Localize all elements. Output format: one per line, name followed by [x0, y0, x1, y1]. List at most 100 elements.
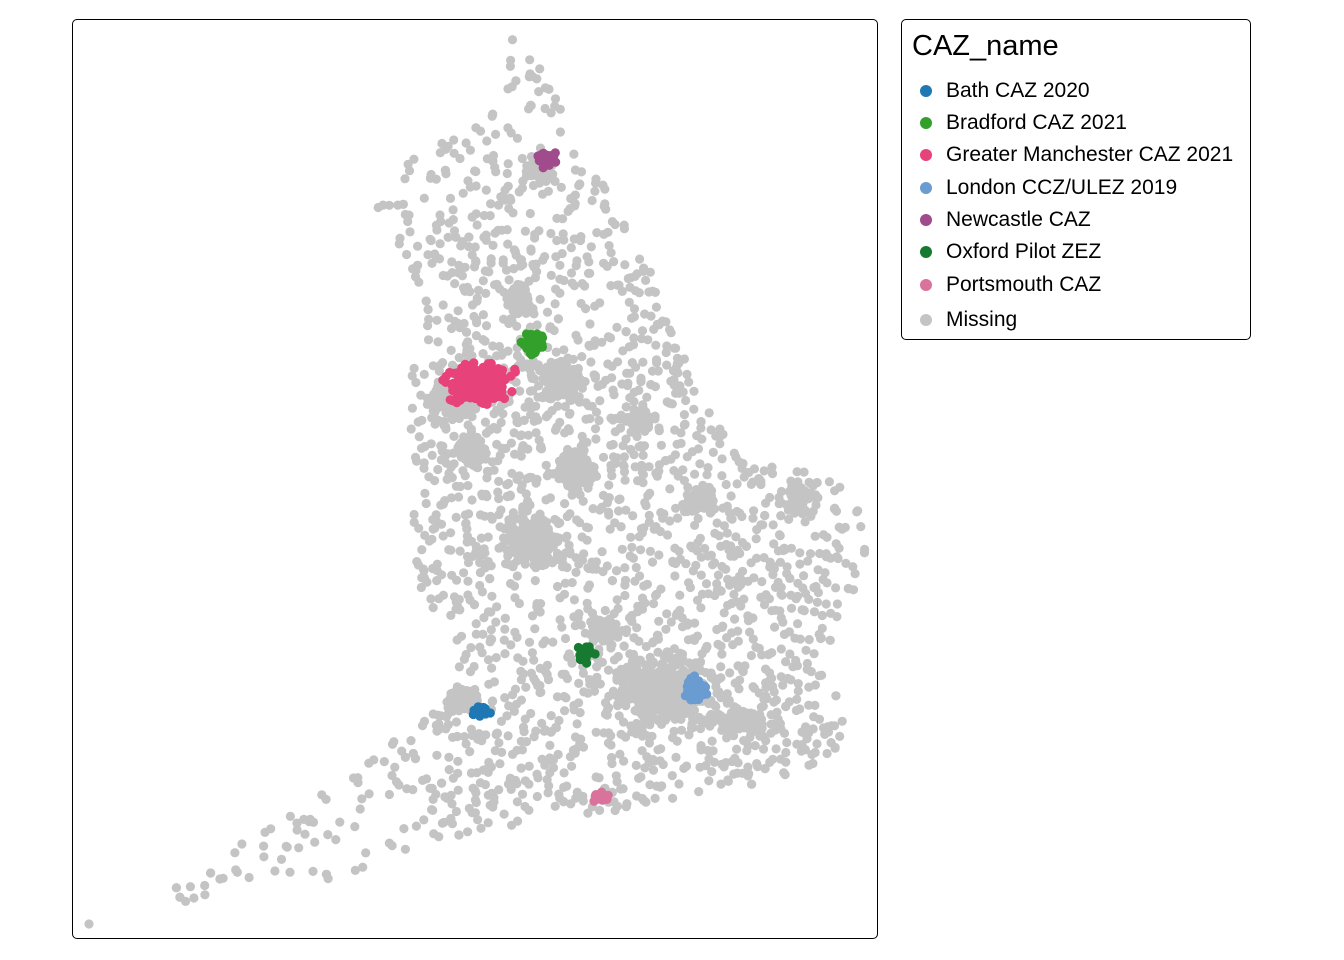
missing-point: [555, 615, 565, 625]
missing-point: [519, 305, 529, 316]
missing-point: [486, 199, 496, 209]
missing-point: [517, 789, 528, 799]
missing-point: [509, 528, 519, 539]
missing-point: [749, 506, 759, 516]
map-panel: [72, 19, 878, 939]
missing-point: [609, 257, 619, 267]
missing-point: [475, 642, 485, 652]
missing-point: [400, 174, 410, 184]
missing-point: [353, 773, 363, 783]
missing-point: [504, 701, 514, 711]
missing-point: [529, 530, 539, 540]
missing-point: [701, 579, 712, 589]
missing-point: [570, 190, 580, 200]
zone-point: [469, 368, 479, 378]
missing-point: [451, 717, 461, 727]
missing-point: [710, 590, 720, 601]
missing-point: [569, 379, 579, 390]
missing-point: [463, 176, 473, 186]
missing-point: [612, 595, 622, 605]
missing-point: [531, 428, 541, 438]
missing-point: [769, 539, 779, 549]
missing-point: [653, 667, 664, 677]
missing-point: [795, 548, 805, 558]
missing-point: [830, 486, 840, 496]
legend-swatch: [920, 182, 932, 194]
missing-point: [821, 552, 831, 562]
missing-point: [771, 744, 781, 754]
missing-point: [506, 579, 516, 589]
missing-point: [675, 659, 686, 669]
missing-point: [509, 264, 519, 274]
missing-point: [454, 260, 464, 270]
missing-point: [513, 293, 523, 303]
missing-point: [800, 517, 810, 527]
missing-point: [579, 549, 589, 559]
missing-point: [521, 291, 531, 301]
missing-point: [423, 335, 434, 345]
missing-point: [449, 148, 459, 158]
missing-point: [524, 779, 534, 789]
missing-point: [783, 673, 793, 684]
missing-point: [488, 696, 498, 706]
missing-point: [591, 727, 601, 737]
missing-point: [669, 726, 679, 736]
missing-point: [552, 235, 562, 246]
missing-point: [433, 337, 443, 347]
missing-point: [717, 649, 727, 659]
missing-point: [414, 432, 424, 442]
missing-point: [505, 193, 515, 203]
missing-point: [577, 352, 587, 362]
missing-point: [670, 571, 680, 581]
missing-point: [520, 801, 530, 812]
missing-point: [591, 772, 601, 782]
missing-point: [810, 531, 820, 541]
missing-point: [560, 706, 570, 716]
missing-point: [545, 322, 555, 332]
legend-item: Greater Manchester CAZ 2021: [902, 140, 1250, 170]
missing-point: [753, 762, 763, 772]
missing-point: [409, 363, 419, 373]
missing-point: [292, 825, 302, 835]
missing-point: [469, 600, 479, 610]
missing-point: [671, 752, 681, 763]
missing-point: [431, 174, 441, 184]
missing-point: [598, 567, 608, 577]
missing-point: [619, 641, 629, 651]
missing-point: [603, 738, 614, 748]
missing-point: [266, 824, 276, 834]
missing-point: [665, 325, 675, 335]
missing-point: [553, 518, 564, 529]
missing-point: [634, 385, 644, 395]
missing-point: [449, 459, 459, 469]
missing-point: [665, 398, 675, 408]
missing-point: [621, 505, 631, 515]
missing-point: [530, 233, 540, 243]
missing-point: [810, 680, 821, 690]
missing-point: [480, 417, 490, 427]
missing-point: [595, 805, 605, 816]
missing-point: [775, 557, 786, 567]
missing-point: [292, 818, 302, 828]
missing-point: [448, 773, 458, 783]
missing-point: [471, 541, 481, 552]
missing-point: [443, 720, 453, 730]
missing-point: [771, 695, 782, 705]
missing-point: [426, 439, 436, 449]
missing-point: [444, 765, 454, 775]
missing-point: [548, 637, 558, 647]
missing-point: [580, 628, 590, 638]
missing-point: [546, 711, 556, 721]
missing-point: [826, 738, 836, 748]
missing-point: [526, 370, 536, 380]
missing-point: [678, 387, 688, 397]
missing-point: [633, 675, 644, 685]
missing-point: [600, 184, 610, 194]
missing-point: [490, 228, 500, 238]
missing-point: [803, 556, 813, 566]
zone-point: [525, 348, 535, 358]
missing-point: [451, 512, 461, 522]
missing-point: [642, 579, 653, 589]
missing-point: [651, 340, 661, 350]
missing-point: [444, 403, 454, 414]
